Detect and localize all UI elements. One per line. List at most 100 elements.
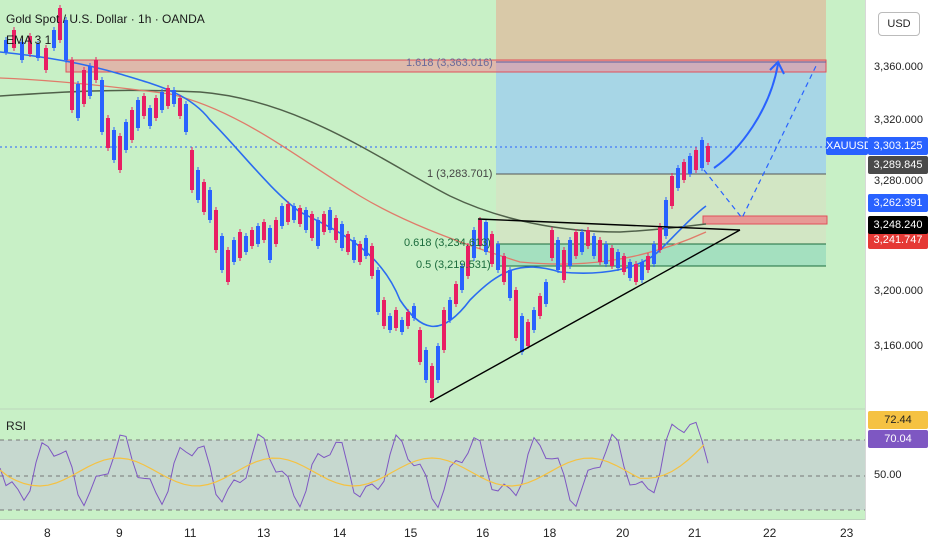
price-tick: 3,320.000	[874, 114, 923, 126]
ascending-trendline	[429, 229, 741, 403]
date-label: 9	[116, 526, 123, 540]
candle-body	[262, 222, 266, 240]
rsi-line	[0, 421, 709, 509]
candle-body	[568, 240, 572, 266]
candle-body	[388, 316, 392, 330]
candle-body	[64, 20, 68, 60]
currency-button[interactable]: USD	[878, 12, 920, 36]
support-zone	[702, 215, 828, 225]
candle-body	[394, 310, 398, 328]
candle-body	[526, 322, 530, 346]
candle-body	[370, 246, 374, 276]
candle-body	[706, 146, 710, 162]
price-tick: 3,280.000	[874, 175, 923, 187]
candle-body	[532, 310, 536, 330]
candle-body	[208, 190, 212, 220]
candle-body	[556, 240, 560, 270]
candle-body	[676, 168, 680, 188]
candle-body	[88, 66, 92, 96]
candle-body	[472, 230, 476, 258]
candle-body	[436, 346, 440, 380]
date-label: 18	[543, 526, 557, 540]
candle-body	[70, 60, 74, 110]
candle-body	[400, 320, 404, 332]
date-label: 11	[184, 526, 197, 540]
candle-body	[28, 36, 32, 54]
candle-body	[658, 226, 662, 250]
candle-body	[36, 44, 40, 58]
date-label: 21	[688, 526, 702, 540]
candle-body	[136, 100, 140, 128]
candle-body	[382, 300, 386, 326]
candle-body	[418, 330, 422, 362]
ema-badge: 3,241.747	[868, 231, 928, 249]
candle-body	[232, 240, 236, 262]
candle-body	[340, 224, 344, 248]
candle-body	[634, 264, 638, 282]
candle-body	[160, 92, 164, 110]
candle-body	[430, 366, 434, 398]
chart-title: Gold Spot / U.S. Dollar · 1h · OANDA	[6, 12, 205, 26]
candle-body	[250, 230, 254, 246]
candle-body	[334, 218, 338, 240]
candle-body	[286, 204, 290, 222]
fib-0618-label: 0.618 (3,234.613)	[404, 237, 491, 249]
candle-body	[292, 206, 296, 220]
target-box-top	[496, 0, 826, 62]
ema-badge: 3,248.240	[868, 216, 928, 234]
candle-body	[364, 238, 368, 256]
candle-body	[442, 310, 446, 350]
candle-body	[52, 30, 56, 48]
candle-body	[592, 236, 596, 256]
candle-body	[154, 98, 158, 118]
candle-body	[184, 104, 188, 132]
candle-body	[112, 130, 116, 160]
candle-body	[118, 136, 122, 170]
candle-body	[280, 206, 284, 226]
candle-body	[700, 140, 704, 168]
candle-body	[130, 110, 134, 140]
resistance-zone	[65, 59, 827, 73]
rsi-label: RSI	[6, 419, 27, 433]
ema-mid-line	[0, 77, 707, 265]
date-label: 8	[44, 526, 51, 540]
candle-body	[166, 88, 170, 106]
candle-body	[448, 300, 452, 320]
candle-body	[76, 84, 80, 118]
candle-body	[274, 220, 278, 244]
candle-body	[628, 262, 632, 278]
candle-body	[304, 210, 308, 230]
candle-body	[4, 40, 8, 52]
candle-body	[298, 208, 302, 224]
date-label: 16	[476, 526, 490, 540]
candle-body	[604, 244, 608, 264]
candle-body	[562, 250, 566, 280]
fib-1-label: 1 (3,283.701)	[427, 168, 493, 180]
candle-body	[574, 232, 578, 256]
price-badge: 3,289.845	[868, 156, 928, 174]
ema-badge: 3,262.391	[868, 194, 928, 212]
rsi-ma-badge: 72.44	[868, 411, 928, 429]
candle-body	[106, 118, 110, 148]
projection-dashed	[703, 65, 817, 220]
candle-body	[682, 162, 686, 180]
price-tick: 3,360.000	[874, 61, 923, 73]
candle-body	[412, 306, 416, 318]
candle-body	[202, 182, 206, 212]
rsi-tick: 50.00	[874, 469, 902, 481]
candle-body	[664, 200, 668, 236]
candle-body	[196, 170, 200, 200]
candle-body	[544, 282, 548, 304]
candle-body	[328, 210, 332, 230]
candle-body	[652, 244, 656, 264]
candle-body	[508, 270, 512, 298]
candle-body	[406, 312, 410, 326]
candle-body	[58, 8, 62, 40]
candle-body	[694, 150, 698, 170]
date-label: 23	[840, 526, 854, 540]
date-label: 22	[763, 526, 777, 540]
candle-body	[502, 256, 506, 282]
target-box-blue	[496, 62, 826, 174]
